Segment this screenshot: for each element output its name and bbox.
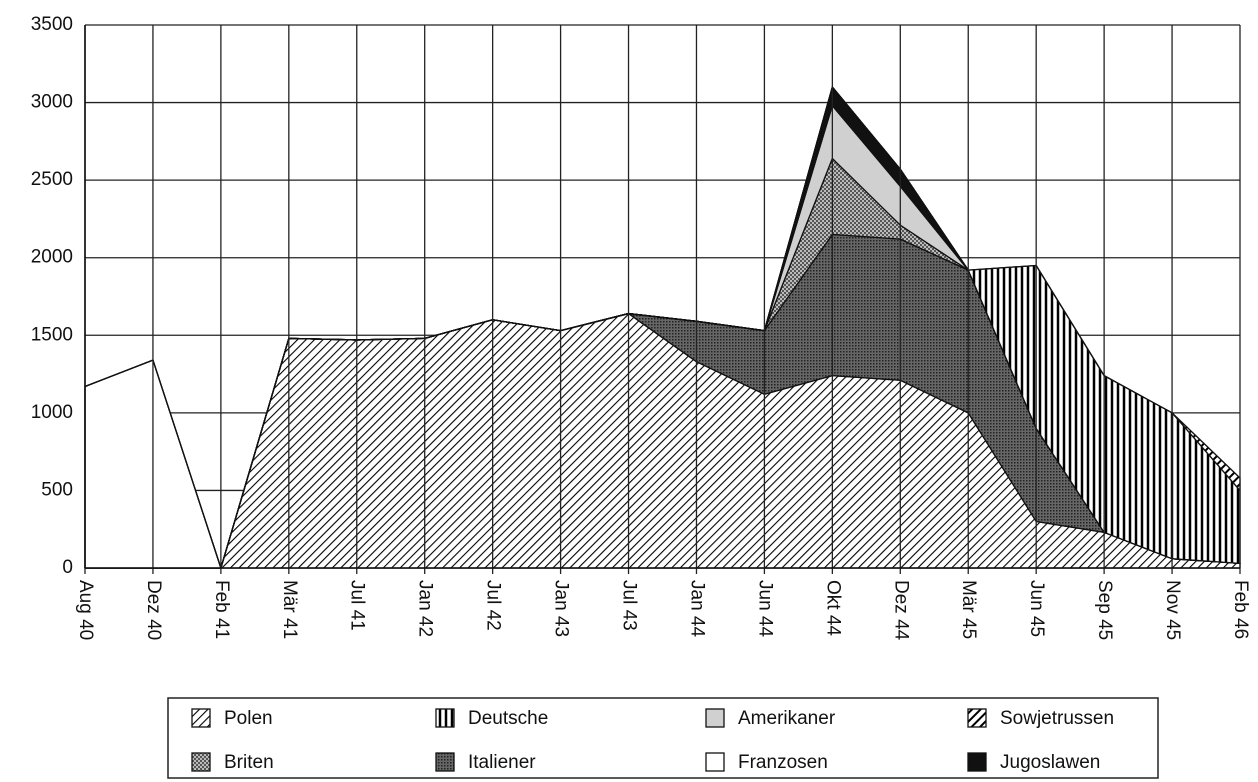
y-tick-label: 2500 [31, 169, 73, 190]
legend-swatch [705, 752, 725, 772]
y-tick-label: 500 [41, 479, 73, 500]
x-tick-label: Jan 43 [551, 580, 572, 637]
y-tick-label: 3000 [31, 92, 73, 113]
x-tick-label: Sep 45 [1094, 580, 1115, 640]
legend-label: Sowjetrussen [1000, 708, 1114, 729]
legend-box [167, 697, 1159, 779]
y-tick-label: 1500 [31, 324, 73, 345]
legend-label: Italiener [468, 752, 536, 773]
x-tick-label: Aug 40 [75, 580, 96, 640]
y-tick-label: 0 [62, 557, 73, 578]
x-tick-label: Jul 42 [483, 580, 504, 631]
legend-swatch [967, 752, 987, 772]
legend-label: Briten [224, 752, 274, 773]
x-tick-label: Nov 45 [1162, 580, 1183, 640]
y-tick-label: 1000 [31, 402, 73, 423]
x-tick-label: Okt 44 [822, 580, 843, 636]
legend-swatch [435, 752, 455, 772]
x-tick-label: Jan 42 [415, 580, 436, 637]
x-tick-label: Jul 41 [347, 580, 368, 631]
legend-label: Amerikaner [738, 708, 836, 729]
x-tick-label: Mär 41 [279, 580, 300, 639]
x-tick-label: Jun 45 [1026, 580, 1047, 637]
legend-label: Polen [224, 708, 273, 729]
legend-swatch [435, 708, 455, 728]
x-tick-label: Jul 43 [619, 580, 640, 631]
x-tick-label: Jan 44 [686, 580, 707, 637]
x-tick-label: Feb 41 [211, 580, 232, 639]
y-tick-label: 2000 [31, 247, 73, 268]
x-tick-label: Dez 40 [143, 580, 164, 640]
legend-label: Jugoslawen [1000, 752, 1100, 773]
legend-label: Franzosen [738, 752, 828, 773]
legend-swatch [191, 752, 211, 772]
x-tick-label: Jun 44 [754, 580, 775, 637]
x-tick-label: Dez 44 [890, 580, 911, 641]
legend-swatch [967, 708, 987, 728]
x-tick-label: Feb 46 [1230, 580, 1251, 639]
legend-swatch [705, 708, 725, 728]
legend-label: Deutsche [468, 708, 548, 729]
y-tick-label: 3500 [31, 14, 73, 35]
x-tick-label: Mär 45 [958, 580, 979, 639]
legend-swatch [191, 708, 211, 728]
